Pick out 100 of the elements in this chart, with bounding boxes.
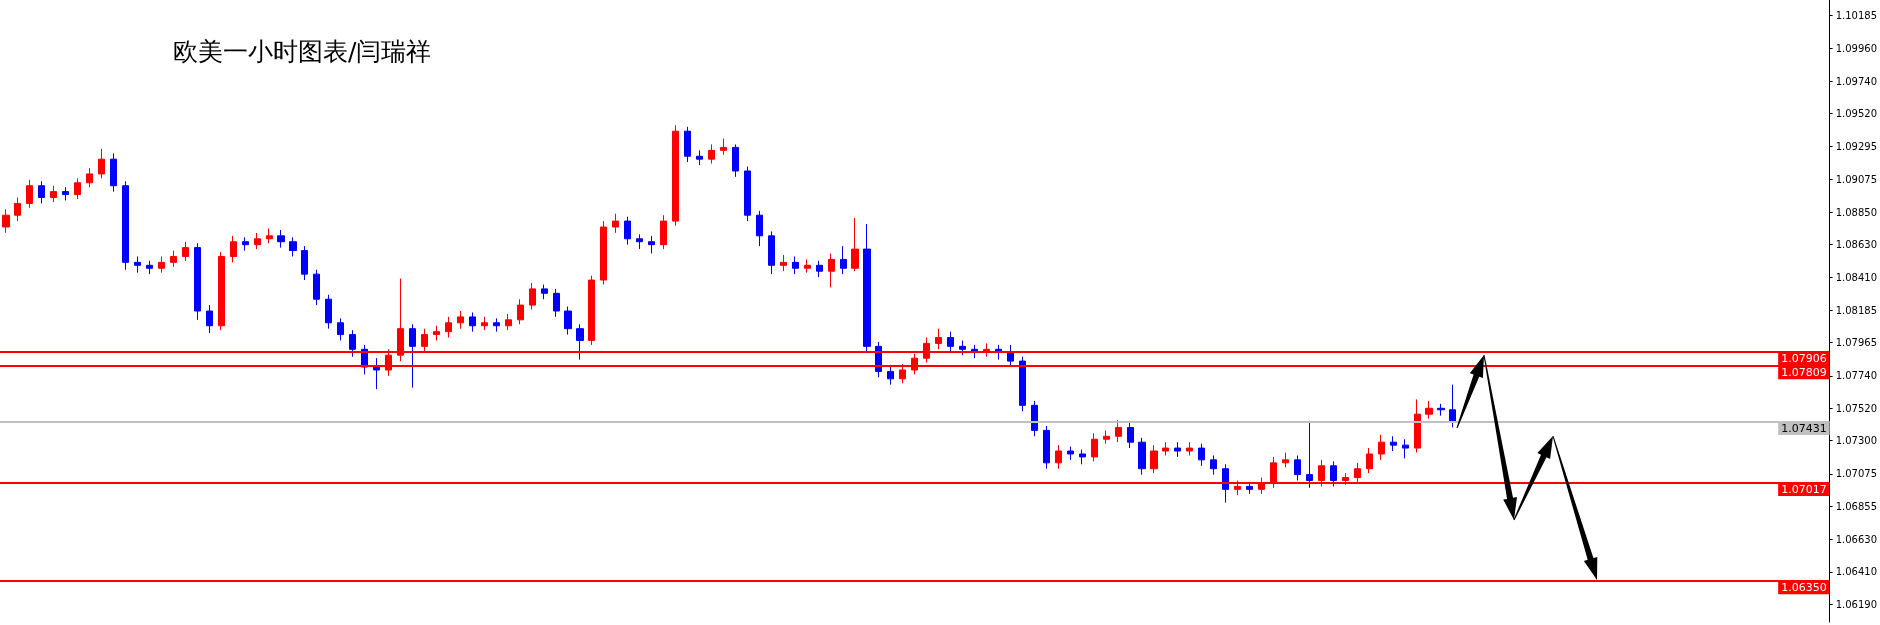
candlestick [86,167,93,188]
candlestick [74,177,81,200]
y-tick-label: 1.06410 [1835,566,1878,578]
candlestick [1055,444,1062,470]
y-tick-label: 1.07520 [1835,402,1878,414]
candlestick [289,236,297,257]
y-tick-label: 1.09740 [1835,75,1878,87]
candlestick [840,245,847,275]
candlestick [1210,454,1217,476]
y-tick-label: 1.08410 [1835,271,1878,283]
candlestick [684,126,691,163]
candlestick [266,227,273,244]
candlestick [493,317,500,333]
candlestick [816,260,823,278]
candlestick [1031,400,1038,437]
candlestick [672,124,679,227]
candlestick [158,255,165,274]
candlestick [1138,437,1146,476]
candlestick [313,269,320,306]
candlestick [146,260,153,275]
candlestick [804,258,811,274]
y-tick-label: 1.06855 [1835,500,1878,512]
candlestick [349,329,356,358]
candlestick [1449,384,1456,428]
candlestick [863,223,871,353]
candlestick [1043,425,1050,470]
candlestick [1103,429,1110,445]
candlestick [744,166,751,222]
candlestick [588,275,595,346]
y-tick-label: 1.08185 [1835,304,1878,316]
candlestick [1162,441,1169,456]
candlestick [1390,435,1397,452]
candlestick [636,233,643,250]
candlestick [1079,449,1086,465]
candlestick [277,229,285,249]
candlestick [218,251,225,331]
candlestick [564,306,572,336]
candlestick [1425,400,1433,420]
candlestick [541,283,548,300]
candlestick [1222,463,1229,504]
candlestick [182,241,189,262]
candlestick [1067,446,1074,461]
candlestick [230,235,237,263]
candlestick [887,366,894,386]
candlestick [660,214,667,250]
candlestick [1294,454,1301,481]
y-tick-label: 1.09520 [1835,107,1878,119]
candlestick [648,235,655,255]
ref-line-label: 1.07809 [1781,366,1827,380]
candlestick [50,185,57,203]
y-tick-label: 1.08630 [1835,239,1878,251]
candlestick [1007,344,1014,368]
y-tick-label: 1.07965 [1835,337,1878,349]
candlestick [1402,438,1409,459]
candlestick [481,316,488,331]
candlestick [720,138,727,156]
candlestick [935,328,942,350]
candlestick [373,357,380,390]
y-tick-label: 1.09295 [1835,141,1878,153]
y-tick-label: 1.07075 [1835,468,1878,480]
candlestick [505,313,512,331]
candlestick [612,213,619,234]
candlestick [732,143,739,178]
candlestick [851,217,859,272]
y-tick-label: 1.06630 [1835,533,1878,545]
candlestick [2,208,10,234]
candlestick [409,323,416,389]
ref-line-label: 1.07017 [1781,482,1827,496]
candlestick [828,253,835,288]
candlestick [1437,403,1445,417]
candlestick [457,310,464,330]
candlestick [696,149,703,166]
candlestick [325,294,332,330]
candlestick [469,311,476,333]
candlestick [14,197,21,222]
candlestick [1378,434,1385,461]
candlestick [337,317,344,341]
candlestick [1091,432,1098,462]
y-tick-label: 1.07740 [1835,370,1878,382]
candlestick [792,255,799,275]
candlestick [529,282,536,311]
candlestick [1019,356,1026,412]
candlestick [1174,441,1181,458]
candlestick [576,323,584,361]
candlestick [768,230,775,275]
candlestick [756,210,763,247]
candlestick [959,339,966,356]
y-tick-label: 1.07300 [1835,435,1878,447]
y-tick-label: 1.10185 [1835,9,1878,21]
candlestick [947,331,954,353]
ref-line-label: 1.07906 [1781,351,1827,365]
candlestick [26,179,33,209]
ref-line-label: 1.06350 [1781,581,1827,595]
candlestick [708,143,715,165]
candlestick [134,255,141,274]
candlestick [780,254,787,272]
candlestick [600,220,607,285]
y-tick-label: 1.08850 [1835,206,1878,218]
candlestick [1366,447,1373,474]
candlestick [433,325,440,341]
